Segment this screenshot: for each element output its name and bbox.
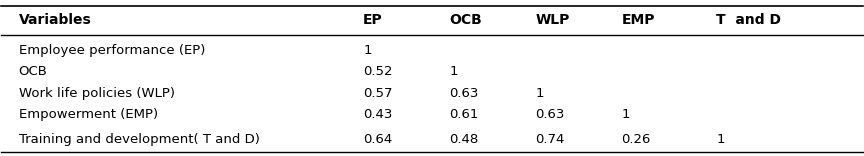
- Text: 1: 1: [621, 108, 630, 121]
- Text: 0.63: 0.63: [449, 87, 479, 100]
- Text: EMP: EMP: [621, 13, 655, 27]
- Text: 0.52: 0.52: [363, 65, 392, 78]
- Text: Variables: Variables: [19, 13, 92, 27]
- Text: 0.43: 0.43: [363, 108, 392, 121]
- Text: WLP: WLP: [536, 13, 569, 27]
- Text: OCB: OCB: [19, 65, 48, 78]
- Text: 0.64: 0.64: [363, 133, 392, 146]
- Text: OCB: OCB: [449, 13, 482, 27]
- Text: 1: 1: [449, 65, 458, 78]
- Text: 0.26: 0.26: [621, 133, 651, 146]
- Text: EP: EP: [363, 13, 383, 27]
- Text: Employee performance (EP): Employee performance (EP): [19, 44, 205, 57]
- Text: 0.57: 0.57: [363, 87, 392, 100]
- Text: 0.61: 0.61: [449, 108, 479, 121]
- Text: Work life policies (WLP): Work life policies (WLP): [19, 87, 175, 100]
- Text: 1: 1: [363, 44, 372, 57]
- Text: Training and development( T and D): Training and development( T and D): [19, 133, 259, 146]
- Text: 1: 1: [536, 87, 543, 100]
- Text: 0.63: 0.63: [536, 108, 565, 121]
- Text: 1: 1: [716, 133, 725, 146]
- Text: 0.48: 0.48: [449, 133, 479, 146]
- Text: Empowerment (EMP): Empowerment (EMP): [19, 108, 158, 121]
- Text: T  and D: T and D: [716, 13, 781, 27]
- Text: 0.74: 0.74: [536, 133, 565, 146]
